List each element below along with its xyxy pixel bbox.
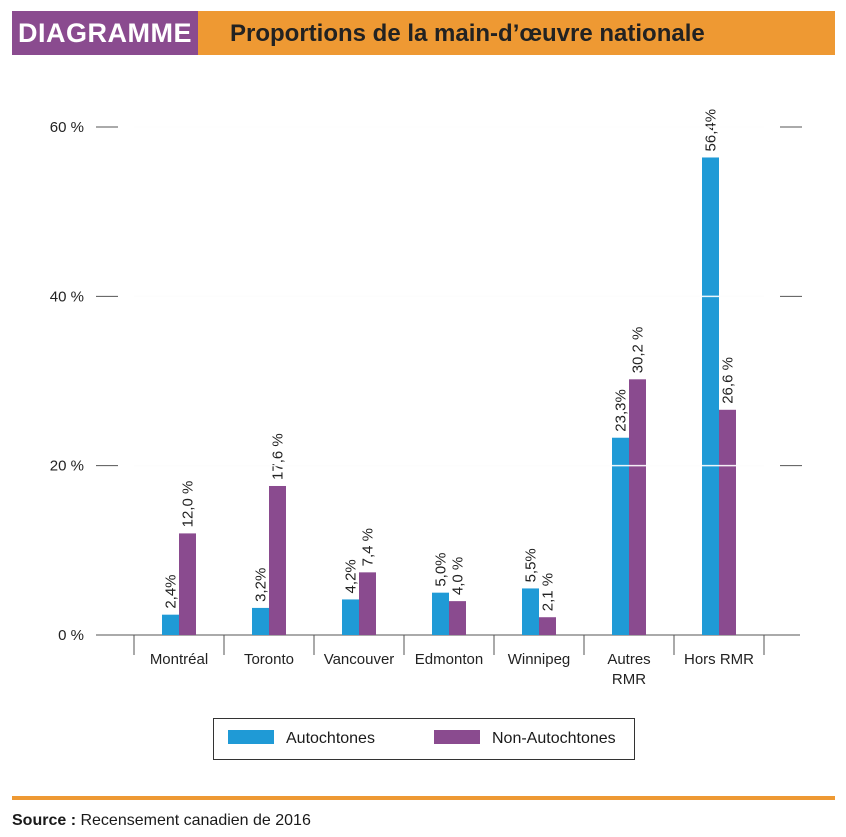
bar xyxy=(432,592,449,635)
diagram-number-badge: DIAGRAMME 9 xyxy=(12,11,198,92)
bar-chart: 0 % 20 % 40 % 60 % Montréal 2,4% 12,0 % Toronto… xyxy=(50,109,802,688)
bar xyxy=(612,437,629,635)
x-tick-label: Autres xyxy=(607,651,650,668)
data-label: 2,4% xyxy=(163,574,180,608)
source-note: Source : Recensement canadien de 2016 xyxy=(12,812,311,830)
bar xyxy=(359,572,376,635)
bar xyxy=(629,379,646,635)
footer-divider xyxy=(12,796,835,800)
y-tick-label: 60 % xyxy=(50,119,84,136)
data-label: 5,0% xyxy=(433,552,450,586)
data-label: 26,6 % xyxy=(720,357,737,404)
x-tick-label: Edmonton xyxy=(415,651,483,668)
bar xyxy=(342,599,359,635)
data-label: 30,2 % xyxy=(630,327,647,374)
data-label: 12,0 % xyxy=(180,481,197,528)
legend-label-non-autochtones: Non-Autochtones xyxy=(492,730,616,747)
chart-legend: Autochtones Non-Autochtones xyxy=(213,718,635,760)
data-label: 56,4% xyxy=(703,109,720,152)
x-tick-label: Montréal xyxy=(150,651,208,668)
data-label: 4,0 % xyxy=(450,557,467,595)
y-tick-label: 0 % xyxy=(58,627,84,644)
legend-label-autochtones: Autochtones xyxy=(286,730,375,747)
y-tick-label: 20 % xyxy=(50,458,84,475)
data-label: 17,6 % xyxy=(270,433,287,480)
data-label: 3,2% xyxy=(253,568,270,602)
x-tick-label: Winnipeg xyxy=(508,651,571,668)
bar xyxy=(162,614,179,635)
source-label: Source : xyxy=(12,812,77,829)
data-label: 23,3% xyxy=(613,389,630,432)
bar xyxy=(269,485,286,635)
bar xyxy=(179,533,196,635)
legend-swatch-non-autochtones xyxy=(434,730,480,745)
chart-header: DIAGRAMME 9 Proportions de la main-d’œuv… xyxy=(12,11,835,92)
x-tick-label: RMR xyxy=(612,671,646,688)
x-tick-label: Toronto xyxy=(244,651,294,668)
x-tick-label: Hors RMR xyxy=(684,651,754,668)
bar xyxy=(539,617,556,635)
bar xyxy=(522,588,539,635)
data-label: 5,5% xyxy=(523,548,540,582)
chart-title: Proportions de la main-d’œuvre nationale xyxy=(230,20,705,47)
source-text: Recensement canadien de 2016 xyxy=(76,812,311,829)
bar xyxy=(719,409,736,635)
legend-swatch-autochtones xyxy=(228,730,274,745)
bar xyxy=(252,607,269,635)
legend-item-autochtones: Autochtones xyxy=(228,719,375,759)
bar xyxy=(702,157,719,636)
x-tick-label: Vancouver xyxy=(324,651,395,668)
bar xyxy=(449,601,466,635)
data-label: 7,4 % xyxy=(360,528,377,566)
legend-item-non-autochtones: Non-Autochtones xyxy=(434,719,616,759)
data-label: 2,1 % xyxy=(540,573,557,611)
data-label: 4,2% xyxy=(343,559,360,593)
y-tick-label: 40 % xyxy=(50,288,84,305)
